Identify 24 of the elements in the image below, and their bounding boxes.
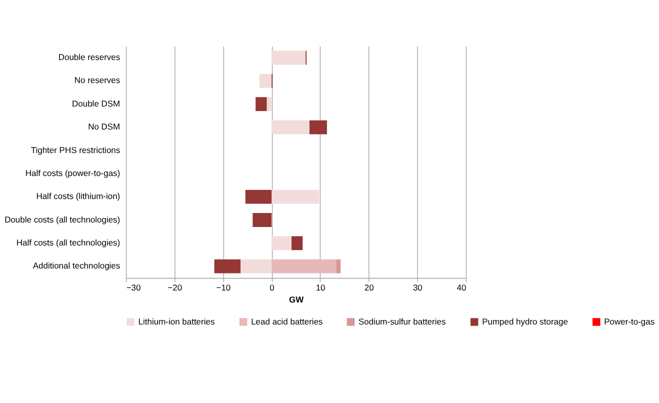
legend-label: Sodium-sulfur batteries — [358, 316, 446, 326]
x-tick-label: 30 — [412, 282, 423, 293]
legend-label: Lithium-ion batteries — [138, 316, 215, 326]
x-tick-label: −20 — [168, 282, 182, 293]
x-tick-label: 0 — [270, 282, 275, 293]
y-tick-label: Half costs (all technologies) — [16, 237, 120, 248]
x-axis-title: GW — [288, 294, 304, 304]
x-tick-label: −30 — [126, 282, 141, 293]
legend-label: Lead acid batteries — [251, 316, 323, 326]
y-tick-label: Tighter PHS restrictions — [30, 144, 120, 155]
y-tick-label: Double DSM — [72, 98, 120, 108]
legend-label: Power-to-gas — [604, 316, 655, 326]
y-tick-label: Double reserves — [58, 52, 120, 62]
y-tick-label: Half costs (lithium-ion) — [36, 191, 120, 202]
x-tick-label: −10 — [216, 282, 231, 293]
y-tick-label: Additional technologies — [32, 260, 120, 271]
y-tick-label: No reserves — [74, 75, 120, 86]
y-tick-label: Half costs (power-to-gas) — [25, 168, 120, 178]
x-tick-label: 10 — [316, 282, 326, 293]
legend-label: Pumped hydro storage — [482, 316, 568, 326]
y-tick-label: Double costs (all technologies) — [4, 214, 120, 224]
y-tick-label: No DSM — [88, 122, 120, 132]
x-tick-label: 20 — [364, 282, 374, 293]
x-tick-label: 40 — [456, 282, 467, 293]
